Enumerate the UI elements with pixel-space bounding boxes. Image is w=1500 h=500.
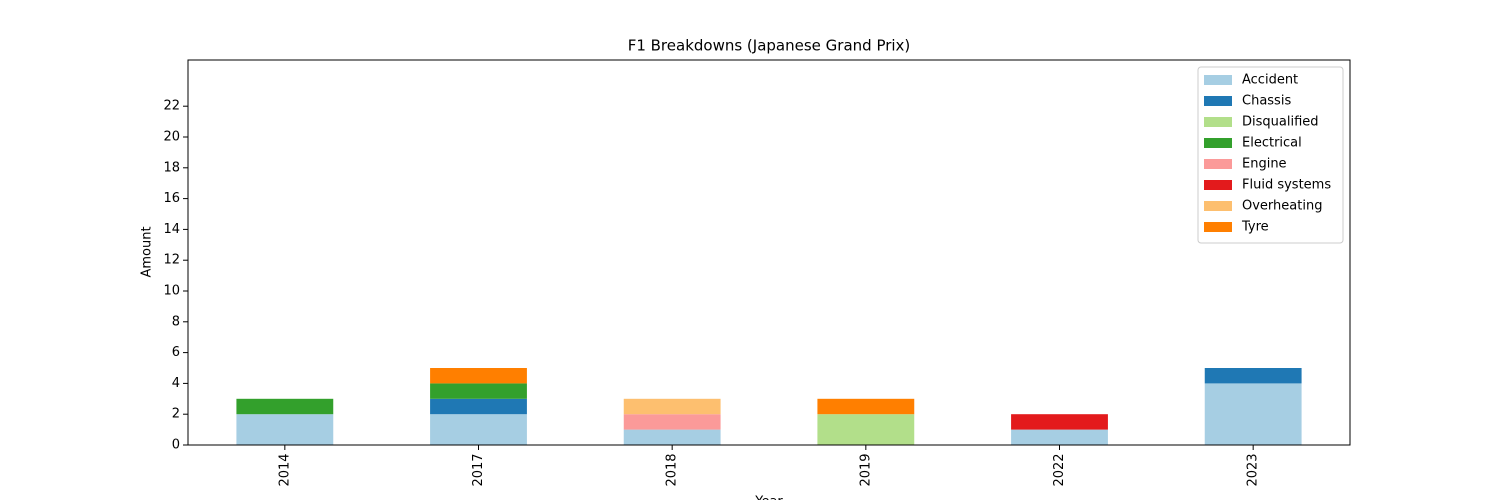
bar-segment xyxy=(1011,429,1108,445)
y-axis-label: Amount xyxy=(140,226,155,277)
legend-swatch xyxy=(1204,117,1232,127)
plot-frame xyxy=(187,59,1351,446)
y-tick-label: 10 xyxy=(163,284,180,299)
legend-label: Chassis xyxy=(1242,94,1291,109)
legend-swatch xyxy=(1204,180,1232,190)
bar-segment xyxy=(1204,368,1302,384)
legend-label: Overheating xyxy=(1242,199,1322,214)
bar-segment xyxy=(623,414,721,430)
legend-label: Electrical xyxy=(1242,136,1302,151)
bar-segment xyxy=(430,383,527,399)
x-tick-label: 2019 xyxy=(858,453,873,486)
legend-label: Tyre xyxy=(1241,220,1269,235)
y-tick-label: 2 xyxy=(172,407,180,422)
bar-segment xyxy=(1011,414,1108,430)
bar-segment xyxy=(1204,383,1302,445)
y-tick-label: 4 xyxy=(172,376,180,391)
y-tick-label: 20 xyxy=(163,130,180,145)
bar-segment xyxy=(623,429,721,445)
bar-segment xyxy=(623,398,721,415)
chart-title: F1 Breakdowns (Japanese Grand Prix) xyxy=(628,37,911,55)
legend-label: Accident xyxy=(1242,73,1298,88)
bar-segment xyxy=(236,398,334,415)
bar-segment xyxy=(430,368,527,384)
legend-swatch xyxy=(1204,138,1232,148)
legend-swatch xyxy=(1204,96,1232,106)
bar-segment xyxy=(430,414,527,445)
y-tick-label: 12 xyxy=(163,253,180,268)
y-tick-label: 18 xyxy=(163,160,180,175)
y-tick-label: 0 xyxy=(172,438,180,453)
legend-box xyxy=(1197,66,1344,244)
y-tick-label: 16 xyxy=(163,191,180,206)
x-tick-label: 2022 xyxy=(1052,453,1067,486)
x-tick-label: 2018 xyxy=(665,453,680,486)
bar-segment xyxy=(430,398,527,415)
bar-segment xyxy=(817,398,915,415)
y-tick-label: 6 xyxy=(172,345,180,360)
legend-label: Disqualified xyxy=(1242,115,1319,130)
legend-swatch xyxy=(1204,201,1232,211)
y-tick-label: 14 xyxy=(163,222,180,237)
x-tick-label: 2014 xyxy=(277,453,292,486)
x-axis-label: Year xyxy=(754,495,783,500)
legend-swatch xyxy=(1204,159,1232,169)
legend-swatch xyxy=(1204,222,1232,232)
bar-segment xyxy=(236,414,334,445)
y-tick-label: 8 xyxy=(172,314,180,329)
y-tick-label: 22 xyxy=(163,99,180,114)
x-tick-label: 2023 xyxy=(1246,453,1261,486)
legend-label: Fluid systems xyxy=(1242,178,1331,193)
bar-segment xyxy=(817,414,915,445)
x-tick-label: 2017 xyxy=(471,453,486,486)
legend-label: Engine xyxy=(1242,157,1287,172)
legend-swatch xyxy=(1204,75,1232,85)
